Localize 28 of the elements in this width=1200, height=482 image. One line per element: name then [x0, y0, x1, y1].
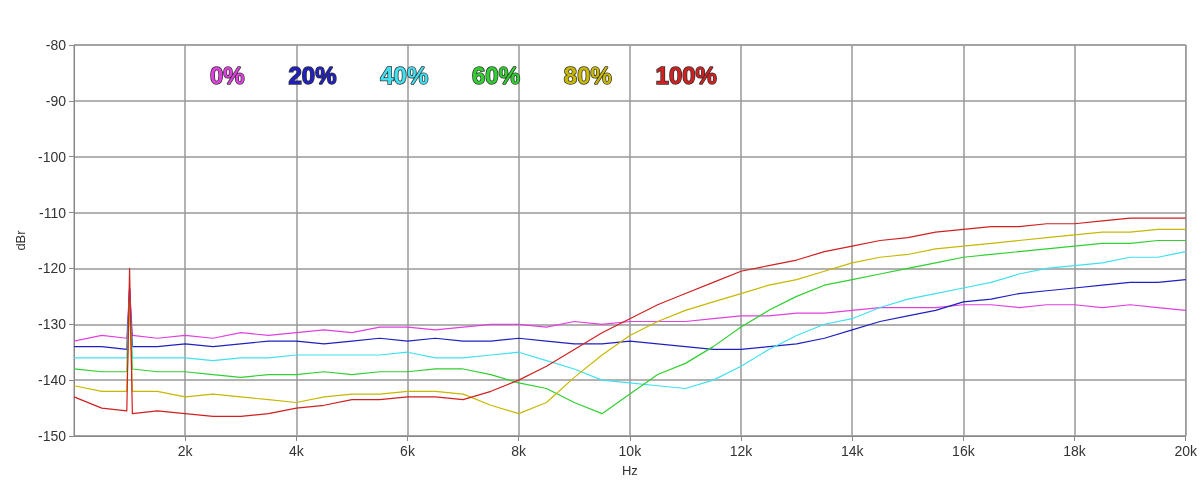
text: 100%: [655, 62, 717, 90]
x-tick-label: 10k: [618, 443, 643, 459]
y-tick-label: -130: [37, 316, 67, 333]
x-tick-label: 16k: [952, 443, 976, 459]
x-tick-label: 14k: [840, 443, 865, 459]
x-tick-label: 6k: [400, 443, 416, 459]
y-tick-label: -80: [45, 37, 67, 53]
text: 40%: [380, 62, 429, 90]
text: 80%: [563, 62, 612, 90]
line-series: [73, 251, 1187, 390]
y-tick-label: -110: [39, 204, 67, 221]
y-tick-label: -150: [37, 428, 67, 444]
text: 20%: [288, 62, 337, 90]
x-tick-label: 18k: [1063, 443, 1087, 459]
y-tick-label: -120: [37, 260, 67, 277]
text: 0%: [210, 62, 245, 90]
x-axis-title: Hz: [621, 463, 638, 478]
x-tick-label: 4k: [288, 443, 305, 459]
x-tick-label: 8k: [511, 443, 528, 459]
line-series: [73, 279, 1187, 351]
y-axis-title: dBr: [13, 229, 29, 251]
y-tick-label: -90: [45, 92, 67, 109]
x-tick-label: 12k: [729, 443, 754, 459]
text: 60%: [472, 62, 521, 90]
y-tick-label: -100: [37, 148, 67, 165]
x-tick-label: 2k: [177, 443, 194, 459]
x-tick-label: 20k: [1174, 443, 1198, 459]
y-tick-label: -140: [37, 372, 67, 389]
